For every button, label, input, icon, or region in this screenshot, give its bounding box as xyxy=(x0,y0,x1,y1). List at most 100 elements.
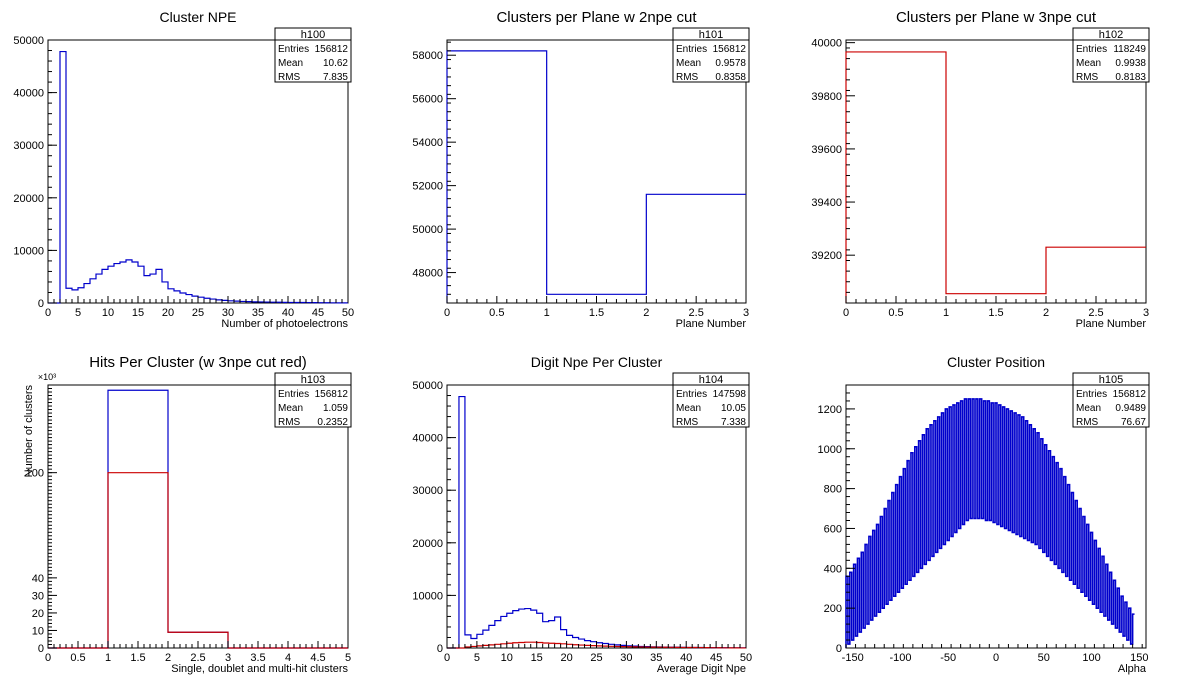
x-tick-label: 40 xyxy=(282,307,294,319)
x-tick-label: 2.5 xyxy=(190,652,205,664)
stats-mean-label: Mean xyxy=(676,403,701,414)
x-tick-label: -150 xyxy=(842,652,864,664)
x-tick-label: 100 xyxy=(1082,652,1100,664)
stats-entries-value: 156812 xyxy=(713,44,747,55)
stats-mean-value: 1.059 xyxy=(323,403,348,414)
histogram-series-2 xyxy=(48,472,348,649)
y-tick-label: 800 xyxy=(824,484,842,496)
x-tick-label: 0.5 xyxy=(888,307,903,319)
y-tick-label: 400 xyxy=(824,563,842,575)
stats-mean-label: Mean xyxy=(1076,403,1101,414)
y-tick-label: 10 xyxy=(32,625,44,637)
x-tick-label: 3 xyxy=(1143,307,1149,319)
stats-name: h104 xyxy=(699,374,723,386)
stats-mean-label: Mean xyxy=(278,403,303,414)
y-tick-label: 56000 xyxy=(412,94,443,106)
x-tick-label: 0 xyxy=(45,307,51,319)
y-tick-label: 10000 xyxy=(412,590,443,602)
stats-rms-value: 0.8358 xyxy=(715,72,746,83)
y-tick-label: 58000 xyxy=(412,50,443,62)
x-tick-label: 1 xyxy=(943,307,949,319)
stats-mean-value: 10.05 xyxy=(721,403,746,414)
histogram-series-1 xyxy=(446,50,746,303)
stats-mean-value: 0.9489 xyxy=(1115,403,1146,414)
x-axis-title: Alpha xyxy=(1118,663,1147,675)
stats-box xyxy=(274,27,352,83)
x-tick-label: 2.5 xyxy=(689,307,704,319)
chart-panel-6: Cluster Position -150 -100 -50 0 50 100 150 0 200… xyxy=(818,354,1150,675)
x-tick-label: 1.5 xyxy=(988,307,1003,319)
stats-rms-label: RMS xyxy=(278,72,301,83)
x-tick-label: 30 xyxy=(620,652,632,664)
y-tick-label: 54000 xyxy=(412,137,443,149)
y-tick-label: 30 xyxy=(32,590,44,602)
stats-box xyxy=(1072,27,1150,83)
x-tick-label: 10 xyxy=(102,307,114,319)
stats-entries-label: Entries xyxy=(676,389,707,400)
y-tick-label: 39200 xyxy=(811,250,842,262)
stats-rms-label: RMS xyxy=(1076,72,1099,83)
x-tick-label: 3 xyxy=(743,307,749,319)
x-tick-label: 2 xyxy=(1043,307,1049,319)
stats-rms-label: RMS xyxy=(278,417,301,428)
stats-rms-label: RMS xyxy=(676,72,699,83)
y-tick-label: 48000 xyxy=(412,268,443,280)
x-tick-label: 1.5 xyxy=(130,652,145,664)
x-tick-label: 1 xyxy=(544,307,550,319)
stats-rms-value: 7.835 xyxy=(323,72,348,83)
y-tick-label: 1000 xyxy=(818,444,842,456)
stats-rms-value: 0.2352 xyxy=(317,417,348,428)
stats-name: h102 xyxy=(1099,29,1123,41)
stats-rms-value: 7.338 xyxy=(721,417,746,428)
x-tick-label: 150 xyxy=(1130,652,1148,664)
stats-mean-value: 10.62 xyxy=(323,58,348,69)
y-tick-label: 39800 xyxy=(811,91,842,103)
x-tick-label: 3.5 xyxy=(250,652,265,664)
stats-entries-value: 156812 xyxy=(315,389,349,400)
chart-panel-5: Digit Npe Per Cluster 0 5 10 15 20 25 30 35 40 45 5… xyxy=(412,354,752,675)
x-tick-label: -50 xyxy=(940,652,956,664)
x-tick-label: 1 xyxy=(105,652,111,664)
stats-mean-label: Mean xyxy=(1076,58,1101,69)
y-tick-label: 50000 xyxy=(13,35,44,47)
stats-box xyxy=(1072,372,1150,428)
stats-entries-label: Entries xyxy=(278,389,309,400)
stats-mean-label: Mean xyxy=(278,58,303,69)
stats-rms-label: RMS xyxy=(1076,417,1099,428)
stats-mean-value: 0.9938 xyxy=(1115,58,1146,69)
histogram-series-1 xyxy=(447,395,746,649)
y-tick-label: 50000 xyxy=(412,380,443,392)
y-tick-label: 0 xyxy=(437,643,443,655)
y-tick-label: 40000 xyxy=(13,88,44,100)
x-tick-label: 35 xyxy=(650,652,662,664)
y-axis-title: Number of clusters xyxy=(23,385,35,478)
x-tick-label: 1.5 xyxy=(589,307,604,319)
x-axis-title: Average Digit Npe xyxy=(657,663,746,675)
stats-entries-label: Entries xyxy=(1076,44,1107,55)
y-tick-label: 40 xyxy=(32,573,44,585)
x-tick-label: 4.5 xyxy=(310,652,325,664)
y-tick-label: 1200 xyxy=(818,404,842,416)
stats-name: h100 xyxy=(301,29,325,41)
x-tick-label: 50 xyxy=(342,307,354,319)
x-tick-label: 40 xyxy=(680,652,692,664)
stats-entries-value: 156812 xyxy=(1113,389,1147,400)
stats-entries-label: Entries xyxy=(1076,389,1107,400)
y-axis-multiplier: ×10³ xyxy=(38,372,56,382)
y-tick-label: 40000 xyxy=(811,38,842,50)
stats-rms-label: RMS xyxy=(676,417,699,428)
x-tick-label: 0 xyxy=(444,652,450,664)
x-tick-label: 5 xyxy=(75,307,81,319)
stats-box xyxy=(274,372,352,428)
chart-title: Cluster NPE xyxy=(159,9,236,25)
x-tick-label: 0 xyxy=(993,652,999,664)
chart-panel-1: Cluster NPE 0 5 10 15 20 25 30 35 40 45 50 0 10000 200… xyxy=(13,9,354,330)
chart-title: Cluster Position xyxy=(947,354,1045,370)
x-tick-label: 4 xyxy=(285,652,291,664)
x-tick-label: 20 xyxy=(560,652,572,664)
stats-rms-value: 76.67 xyxy=(1121,417,1146,428)
chart-title: Digit Npe Per Cluster xyxy=(531,354,663,370)
x-tick-label: 30 xyxy=(222,307,234,319)
plot-frame xyxy=(845,384,1147,649)
